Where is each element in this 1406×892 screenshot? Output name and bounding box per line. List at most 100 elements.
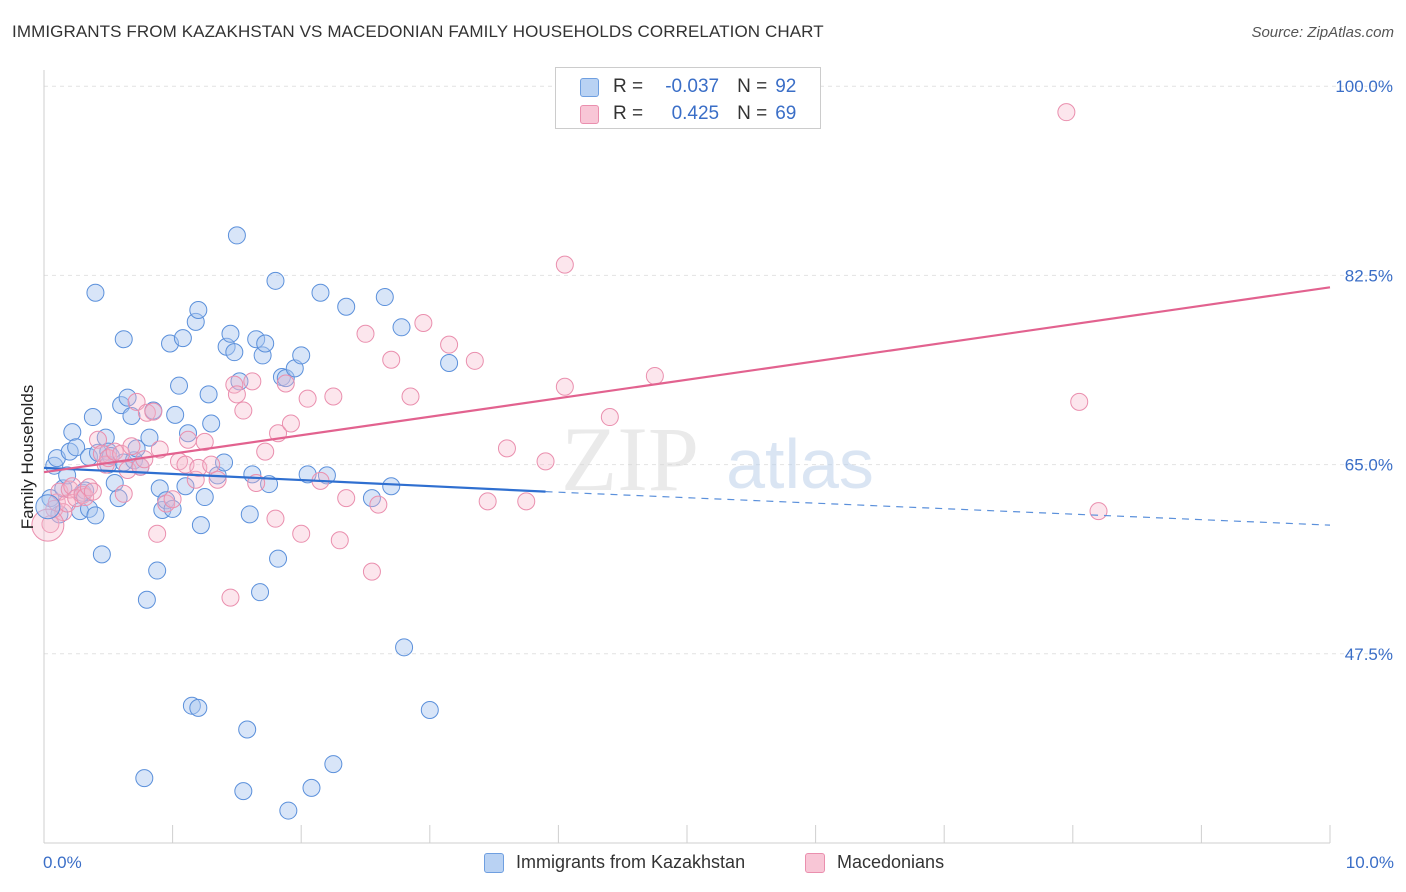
kazakhstan-point [189,301,208,320]
macedonian-point [298,389,317,408]
kazakhstan-point [199,385,218,404]
kazakhstan-point [302,778,321,797]
blue-swatch-icon [484,852,504,873]
macedonian-trendline [43,286,1331,474]
kazakhstan-trendline [43,466,546,493]
kazakhstan-point [238,720,257,739]
macedonian-point [1089,502,1108,521]
kazakhstan-point [276,369,295,388]
y-axis-label: Family Households [18,384,37,530]
macedonian-point [114,484,133,503]
macedonian-point [281,414,300,433]
macedonian-point [195,432,214,451]
pink-swatch-icon [805,852,825,873]
bottom-legend-label: Immigrants from Kazakhstan [516,852,746,872]
macedonian-point [122,437,141,456]
kazakhstan-point [240,505,259,524]
macedonian-point [41,515,60,534]
watermark-atlas: atlas [726,425,874,503]
kazakhstan-point [324,755,343,774]
legend-n-label: N = [737,103,768,124]
kazakhstan-point [266,271,285,290]
macedonian-point [148,524,167,543]
kazakhstan-point [176,477,195,496]
macedonian-point [465,351,484,370]
x-tick-label-max: 10.0% [1345,853,1394,872]
legend-r-value: -0.037 [665,76,720,97]
kazakhstan-point [227,226,246,245]
y-tick-label: 100.0% [1335,77,1393,96]
kazakhstan-point [392,318,411,337]
blue-swatch-icon [580,77,599,97]
macedonian-point [256,442,275,461]
legend-row-macedonians: R = 0.425 N = 69 [580,101,796,127]
kazakhstan-point [186,312,205,331]
bottom-legend-label: Macedonians [837,852,945,872]
kazakhstan-point [114,330,133,349]
kazakhstan-point [118,388,137,407]
macedonian-point [414,313,433,332]
kazakhstan-point [191,516,210,535]
macedonian-point [600,408,619,427]
kazakhstan-point [137,590,156,609]
chart-title: IMMIGRANTS FROM KAZAKHSTAN VS MACEDONIAN… [12,22,824,41]
bottom-legend-macedonians: Macedonians [805,852,944,873]
kazakhstan-point [221,324,240,343]
kazakhstan-point [251,583,270,602]
macedonian-point [497,439,516,458]
kazakhstan-point [182,696,201,715]
legend-r-label: R = [613,76,644,97]
macedonian-point [369,495,388,514]
kazakhstan-point [420,701,439,720]
kazakhstan-point [166,405,185,424]
kazakhstan-point [58,466,77,485]
macedonian-point [401,387,420,406]
kazakhstan-point [247,330,266,349]
kazakhstan-point [202,414,221,433]
y-tick-label: 47.5% [1345,645,1393,664]
kazakhstan-point [173,329,192,348]
kazakhstan-point [269,549,288,568]
macedonian-point [266,509,285,528]
legend-r-value: 0.425 [671,103,720,124]
macedonian-point [31,508,65,542]
kazakhstan-point [292,346,311,365]
kazakhstan-point [179,424,198,443]
macedonian-point [1057,103,1076,122]
macedonian-point [112,444,131,463]
macedonian-point [73,485,92,504]
kazakhstan-point [362,489,381,508]
kazakhstan-point [195,488,214,507]
y-tick-label: 65.0% [1345,456,1393,475]
legend-n-value: 69 [775,103,797,124]
kazakhstan-point [189,698,208,717]
macedonian-point [163,490,182,509]
kazakhstan-point [86,283,105,302]
kazakhstan-point [150,479,169,498]
legend-n-label: N = [737,76,768,97]
kazakhstan-point [440,353,459,372]
kazakhstan-point [170,376,189,395]
macedonian-point [382,350,401,369]
macedonian-point [221,588,240,607]
kazakhstan-point [375,288,394,307]
macedonian-point [292,524,311,543]
y-tick-label: 82.5% [1345,266,1393,285]
correlation-legend: R = -0.037 N = 92 R = 0.425 N = 69 [555,67,821,129]
macedonian-point [89,430,108,449]
x-tick-label-min: 0.0% [43,853,82,872]
macedonian-point [179,430,198,449]
macedonian-point [645,366,664,385]
kazakhstan-trendline-extension [545,491,1331,526]
macedonian-point [324,387,343,406]
macedonian-point [243,372,262,391]
macedonian-point [208,470,227,489]
macedonian-point [234,401,253,420]
pink-swatch-icon [580,104,599,124]
macedonian-point [144,402,163,421]
macedonian-point [83,482,102,501]
macedonian-point [227,385,246,404]
kazakhstan-point [135,769,154,788]
kazakhstan-point [253,346,272,365]
